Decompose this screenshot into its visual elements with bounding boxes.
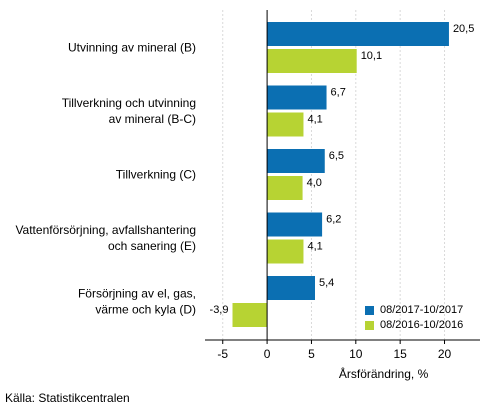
bar <box>267 212 323 237</box>
data-label: 4,1 <box>307 241 322 253</box>
x-axis-title: Årsförändring, % <box>339 366 429 381</box>
bar <box>232 303 268 327</box>
legend-item-1: 08/2017-10/2017 <box>365 303 463 318</box>
data-label: 5,4 <box>319 277 334 289</box>
data-label: -3,9 <box>210 304 229 316</box>
category-label: Försörjning av el, gas, <box>78 287 196 301</box>
data-label: 10,1 <box>361 50 382 62</box>
data-label: 20,5 <box>453 23 474 35</box>
bar <box>267 149 325 173</box>
bar <box>267 176 303 200</box>
legend: 08/2017-10/2017 08/2016-10/2016 <box>365 303 463 333</box>
bar <box>267 239 304 264</box>
data-label: 6,2 <box>326 214 341 226</box>
category-label: Tillverkning (C) <box>116 168 196 182</box>
bar <box>267 22 449 46</box>
category-label: Tillverkning och utvinning <box>62 96 196 110</box>
bar <box>267 49 357 73</box>
bar <box>267 112 304 137</box>
data-label: 6,5 <box>329 150 344 162</box>
x-tick-label: 15 <box>393 347 407 361</box>
x-tick-label: 5 <box>308 347 315 361</box>
legend-swatch-1 <box>365 306 374 315</box>
data-label: 4,0 <box>307 177 322 189</box>
legend-item-2: 08/2016-10/2016 <box>365 318 463 333</box>
x-tick-label: 0 <box>264 347 271 361</box>
category-label: Vattenförsörjning, avfallshantering <box>15 223 196 237</box>
category-label: av mineral (B-C) <box>109 112 196 126</box>
source-note: Källa: Statistikcentralen <box>5 391 130 405</box>
category-label: värme och kyla (D) <box>95 303 196 317</box>
data-label: 4,1 <box>307 114 322 126</box>
x-tick-label: 20 <box>438 347 452 361</box>
bar <box>267 276 315 300</box>
category-label: Utvinning av mineral (B) <box>68 41 196 55</box>
bar <box>267 85 327 110</box>
x-tick-label: 10 <box>349 347 363 361</box>
legend-label-2: 08/2016-10/2016 <box>380 319 464 331</box>
legend-label-1: 08/2017-10/2017 <box>380 304 464 316</box>
x-tick-label: -5 <box>217 347 228 361</box>
data-label: 6,7 <box>331 87 346 99</box>
category-label: och sanering (E) <box>108 239 196 253</box>
legend-swatch-2 <box>365 321 374 330</box>
